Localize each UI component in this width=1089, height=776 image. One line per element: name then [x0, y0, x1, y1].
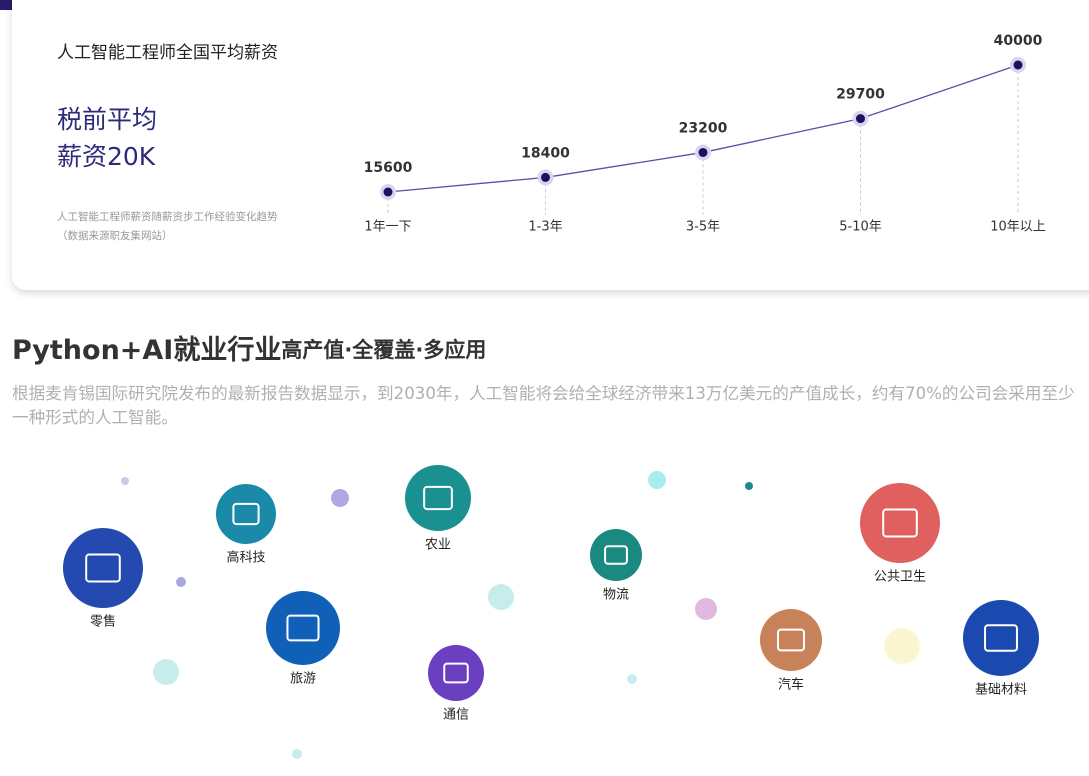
- section-text: 根据麦肯锡国际研究院发布的最新报告数据显示，到2030年，人工智能将会给全球经济…: [12, 384, 1075, 427]
- point: [383, 187, 393, 197]
- section-title-main: Python+AI就业行业: [12, 334, 281, 366]
- industry-bubble: [963, 600, 1039, 676]
- industry-icon: [232, 502, 260, 526]
- industry-label: 汽车: [778, 677, 804, 693]
- industry-icon: [604, 545, 628, 565]
- industry-icon: [286, 614, 320, 642]
- point: [541, 172, 550, 182]
- industry: 汽车: [760, 609, 822, 693]
- x-tick-label: 1年一下: [364, 220, 411, 235]
- point: [856, 114, 865, 124]
- industry-label: 通信: [443, 708, 469, 723]
- industry-icon: [423, 485, 453, 511]
- industry-label: 旅游: [290, 672, 316, 687]
- note: （数据来源职友集网站）: [57, 229, 173, 242]
- x-tick-label: 10年以上: [990, 220, 1046, 235]
- corner: [0, 0, 14, 10]
- industry: 通信: [428, 645, 484, 723]
- decor-dots: [121, 471, 920, 759]
- industry-label: 高科技: [226, 550, 265, 566]
- industry-label: 基础材料: [975, 683, 1027, 698]
- industry-bubble: [590, 529, 642, 581]
- section-title: Python+AI就业行业高产值·全覆盖·多应用: [12, 334, 486, 366]
- industry: 公共卫生: [860, 483, 940, 585]
- value-label: 18400: [521, 145, 570, 161]
- point: [698, 147, 708, 157]
- industry-icon: [984, 624, 1018, 652]
- industry-label: 物流: [603, 588, 629, 603]
- industry: 零售: [63, 528, 143, 630]
- value-label: 23200: [679, 120, 728, 136]
- industry-bubble: [760, 609, 822, 671]
- value-label: 15600: [364, 160, 413, 176]
- industry: 旅游: [266, 591, 340, 687]
- industry-icon: [443, 662, 469, 684]
- industry-icon: [85, 553, 121, 583]
- headline: 税前平均: [57, 105, 157, 134]
- value-label: 40000: [994, 33, 1043, 49]
- x-tick-label: 3-5年: [686, 220, 720, 235]
- industry-icon: [776, 628, 806, 652]
- headline: 薪资20K: [57, 142, 156, 171]
- industry: 高科技: [216, 484, 276, 566]
- x-tick-label: 1-3年: [528, 220, 562, 235]
- industry-label: 公共卫生: [874, 570, 926, 585]
- point: [1013, 60, 1023, 70]
- industry-icon: [882, 508, 918, 538]
- value-label: 29700: [836, 87, 885, 103]
- industry-bubble: [216, 484, 276, 544]
- x-tick-label: 5-10年: [839, 220, 882, 235]
- industry-bubble: [860, 483, 940, 563]
- industry-bubble: [428, 645, 484, 701]
- section-subtitle: 高产值·全覆盖·多应用: [281, 338, 486, 362]
- industry-label: 零售: [90, 614, 116, 630]
- card: [12, 0, 1089, 290]
- industry-label: 农业: [425, 538, 451, 553]
- industry: 基础材料: [963, 600, 1039, 698]
- industry-bubble: [405, 465, 471, 531]
- card-title: 人工智能工程师全国平均薪资: [57, 43, 278, 63]
- industry: 物流: [590, 529, 642, 603]
- industry: 农业: [405, 465, 471, 553]
- industry-bubble: [266, 591, 340, 665]
- note: 人工智能工程师薪资随薪资步工作经验变化趋势: [57, 210, 278, 223]
- industry-bubble: [63, 528, 143, 608]
